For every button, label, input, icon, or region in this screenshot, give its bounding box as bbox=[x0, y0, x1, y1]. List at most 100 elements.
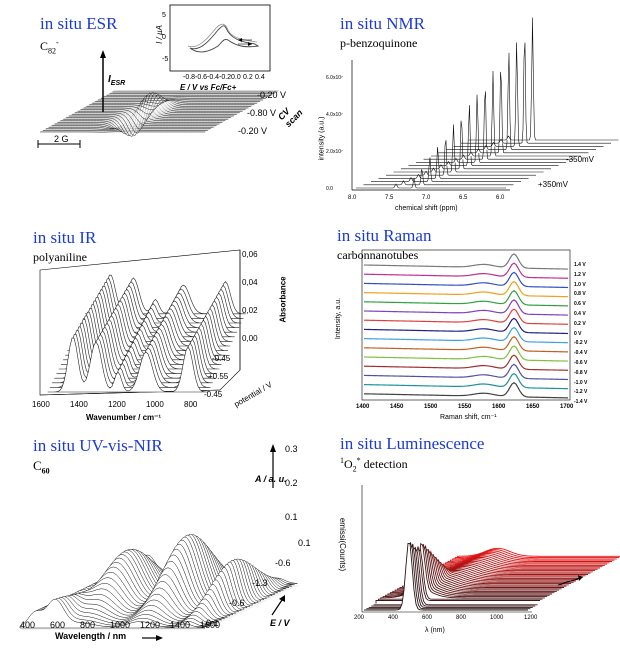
raman-pot-8: -0.2 V bbox=[574, 340, 588, 347]
raman-pot-4: 0.6 V bbox=[574, 301, 586, 308]
esr-plot bbox=[37, 4, 280, 148]
esr-inset-xtick-2: -0.4 bbox=[207, 74, 220, 81]
raman-pot-13: -1.2 V bbox=[574, 389, 588, 396]
uv-xtick-3: 1000 bbox=[110, 620, 131, 630]
ir-xtick-0: 1600 bbox=[32, 400, 50, 409]
raman-pot-10: -0.6 V bbox=[574, 360, 588, 366]
esr-inset-ytick-2: -5 bbox=[162, 56, 169, 63]
esr-inset-ytick-1: 0 bbox=[162, 34, 166, 41]
ir-ztick-0: 0,06 bbox=[242, 250, 258, 259]
lum-xtick-4: 1000 bbox=[490, 615, 504, 621]
ir-panel: in situ IR polyaniline Absorbance 0,06 0,… bbox=[0, 220, 300, 430]
ir-plot bbox=[39, 249, 246, 396]
nmr-plot bbox=[351, 17, 619, 191]
nmr-xtick-1: 7.5 bbox=[385, 195, 394, 201]
ir-xlabel: Wavenumber / cm⁻¹ bbox=[86, 413, 162, 422]
lum-xtick-0: 200 bbox=[354, 615, 365, 621]
lum-xtick-5: 1200 bbox=[524, 615, 538, 621]
lum-subtitle: 1O2* detection bbox=[340, 456, 408, 474]
uv-ytick-0: 0.1 bbox=[298, 538, 311, 548]
raman-xtick-5: 1650 bbox=[526, 404, 540, 410]
ir-zlabel: Absorbance bbox=[278, 276, 288, 323]
raman-pot-11: -0.8 V bbox=[574, 369, 588, 376]
nmr-subtitle: p-benzoquinone bbox=[340, 36, 418, 50]
nmr-title: in situ NMR bbox=[340, 14, 426, 33]
uv-xtick-0: 400 bbox=[20, 620, 36, 630]
nmr-ylabel: intensity (a.u.) bbox=[318, 116, 326, 161]
nmr-ytick-1: 2.0x10⁷ bbox=[326, 149, 343, 155]
nmr-spectra-stack bbox=[356, 17, 619, 189]
esr-scale-label: 2 G bbox=[54, 134, 69, 144]
uv-ylabel: E / V bbox=[270, 618, 290, 628]
esr-inset-ytick-0: 5 bbox=[162, 12, 166, 19]
nmr-ytick-2: 4.0x10⁷ bbox=[326, 112, 343, 118]
ir-spectra-stack bbox=[47, 274, 246, 393]
raman-xtick-0: 1400 bbox=[356, 404, 370, 410]
esr-subtitle: C82- bbox=[40, 38, 59, 56]
lum-title: in situ Luminescence bbox=[340, 434, 485, 453]
lum-xtick-1: 400 bbox=[388, 615, 399, 621]
uv-ztick-1: 0.2 bbox=[285, 478, 298, 488]
raman-pot-12: -1.0 V bbox=[574, 379, 588, 386]
nmr-xtick-2: 7.0 bbox=[422, 195, 431, 201]
uv-xtick-6: 1600 bbox=[200, 620, 221, 630]
uv-spectra-stack bbox=[19, 533, 300, 630]
esr-inset-cv-curve bbox=[189, 25, 260, 53]
esr-inset-xtick-1: -0.6 bbox=[195, 74, 208, 81]
raman-plot bbox=[361, 249, 571, 401]
esr-pot-3: -0.20 V bbox=[238, 126, 268, 136]
lum-panel: in situ Luminescence 1O2* detection emis… bbox=[310, 430, 620, 640]
raman-subtitle: carbonnanotubes bbox=[337, 248, 419, 262]
esr-inset-xtick-0: -0.8 bbox=[183, 74, 196, 81]
ir-xtick-4: 800 bbox=[184, 400, 198, 409]
raman-xtick-3: 1550 bbox=[458, 404, 472, 410]
ir-ztick-2: 0,02 bbox=[242, 306, 258, 315]
ir-ytick-2: -0.45 bbox=[204, 390, 223, 399]
raman-xlabel: Raman shift, cm⁻¹ bbox=[440, 414, 497, 421]
nmr-pot-top: -350mV bbox=[566, 155, 595, 164]
ir-ytick-0: -0.45 bbox=[212, 354, 231, 363]
raman-pot-0: 1.4 V bbox=[574, 262, 586, 268]
raman-ylabel: Intensity, a.u. bbox=[335, 297, 343, 340]
raman-title: in situ Raman bbox=[337, 226, 432, 245]
lum-plot bbox=[361, 485, 620, 613]
ir-subtitle: polyaniline bbox=[33, 250, 87, 264]
uv-xtick-4: 1200 bbox=[140, 620, 161, 630]
esr-spectra-stack bbox=[40, 90, 280, 137]
ir-ztick-3: 0,00 bbox=[242, 334, 258, 343]
raman-xtick-1: 1450 bbox=[390, 404, 404, 410]
uv-xtick-1: 600 bbox=[50, 620, 66, 630]
uv-ztick-0: 0.3 bbox=[285, 444, 298, 454]
raman-pot-2: 1.0 V bbox=[574, 281, 586, 288]
nmr-xtick-0: 8.0 bbox=[348, 195, 357, 201]
uv-zlabel: A / a. u. bbox=[255, 474, 287, 484]
nmr-ytick-3: 6.0x10⁷ bbox=[326, 75, 343, 81]
esr-inset-xtick-6: 0.4 bbox=[255, 74, 265, 81]
nmr-pot-bottom: +350mV bbox=[538, 180, 569, 189]
lum-ylabel: emissi(Counts) bbox=[338, 517, 348, 572]
raman-pot-7: 0 V bbox=[574, 330, 582, 337]
ir-ztick-1: 0,04 bbox=[242, 278, 258, 287]
nmr-xlabel: chemical shift (ppm) bbox=[395, 205, 458, 212]
ir-xtick-1: 1400 bbox=[70, 400, 88, 409]
esr-pot-1: -0.20 V bbox=[257, 90, 287, 100]
uv-xlabel: Wavelength / nm bbox=[55, 631, 127, 641]
uv-ytick-2: -1.3 bbox=[252, 578, 268, 588]
uv-ytick-1: -0.6 bbox=[275, 558, 291, 568]
esr-pot-2: -0.80 V bbox=[247, 108, 277, 118]
nmr-panel: in situ NMR p-benzoquinone intensity (a.… bbox=[310, 0, 619, 212]
raman-xtick-2: 1500 bbox=[424, 404, 438, 410]
raman-pot-6: 0.2 V bbox=[574, 320, 586, 327]
uv-panel: in situ UV-vis-NIR C60 A / a. u. 0.3 0.2 0… bbox=[0, 430, 311, 641]
esr-inset-xlabel: E / V vs Fc/Fc+ bbox=[180, 83, 237, 92]
ir-xtick-3: 1000 bbox=[146, 400, 164, 409]
ir-xtick-2: 1200 bbox=[108, 400, 126, 409]
esr-y-arrow bbox=[100, 50, 106, 58]
raman-xtick-4: 1600 bbox=[492, 404, 506, 410]
raman-pot-14: -1.4 V bbox=[574, 399, 588, 406]
raman-pot-5: 0.4 V bbox=[574, 311, 586, 317]
uv-ztick-2: 0.1 bbox=[285, 512, 298, 522]
lum-xlabel: λ (nm) bbox=[425, 627, 445, 634]
uv-subtitle: C60 bbox=[33, 458, 50, 476]
ir-title: in situ IR bbox=[33, 228, 97, 247]
